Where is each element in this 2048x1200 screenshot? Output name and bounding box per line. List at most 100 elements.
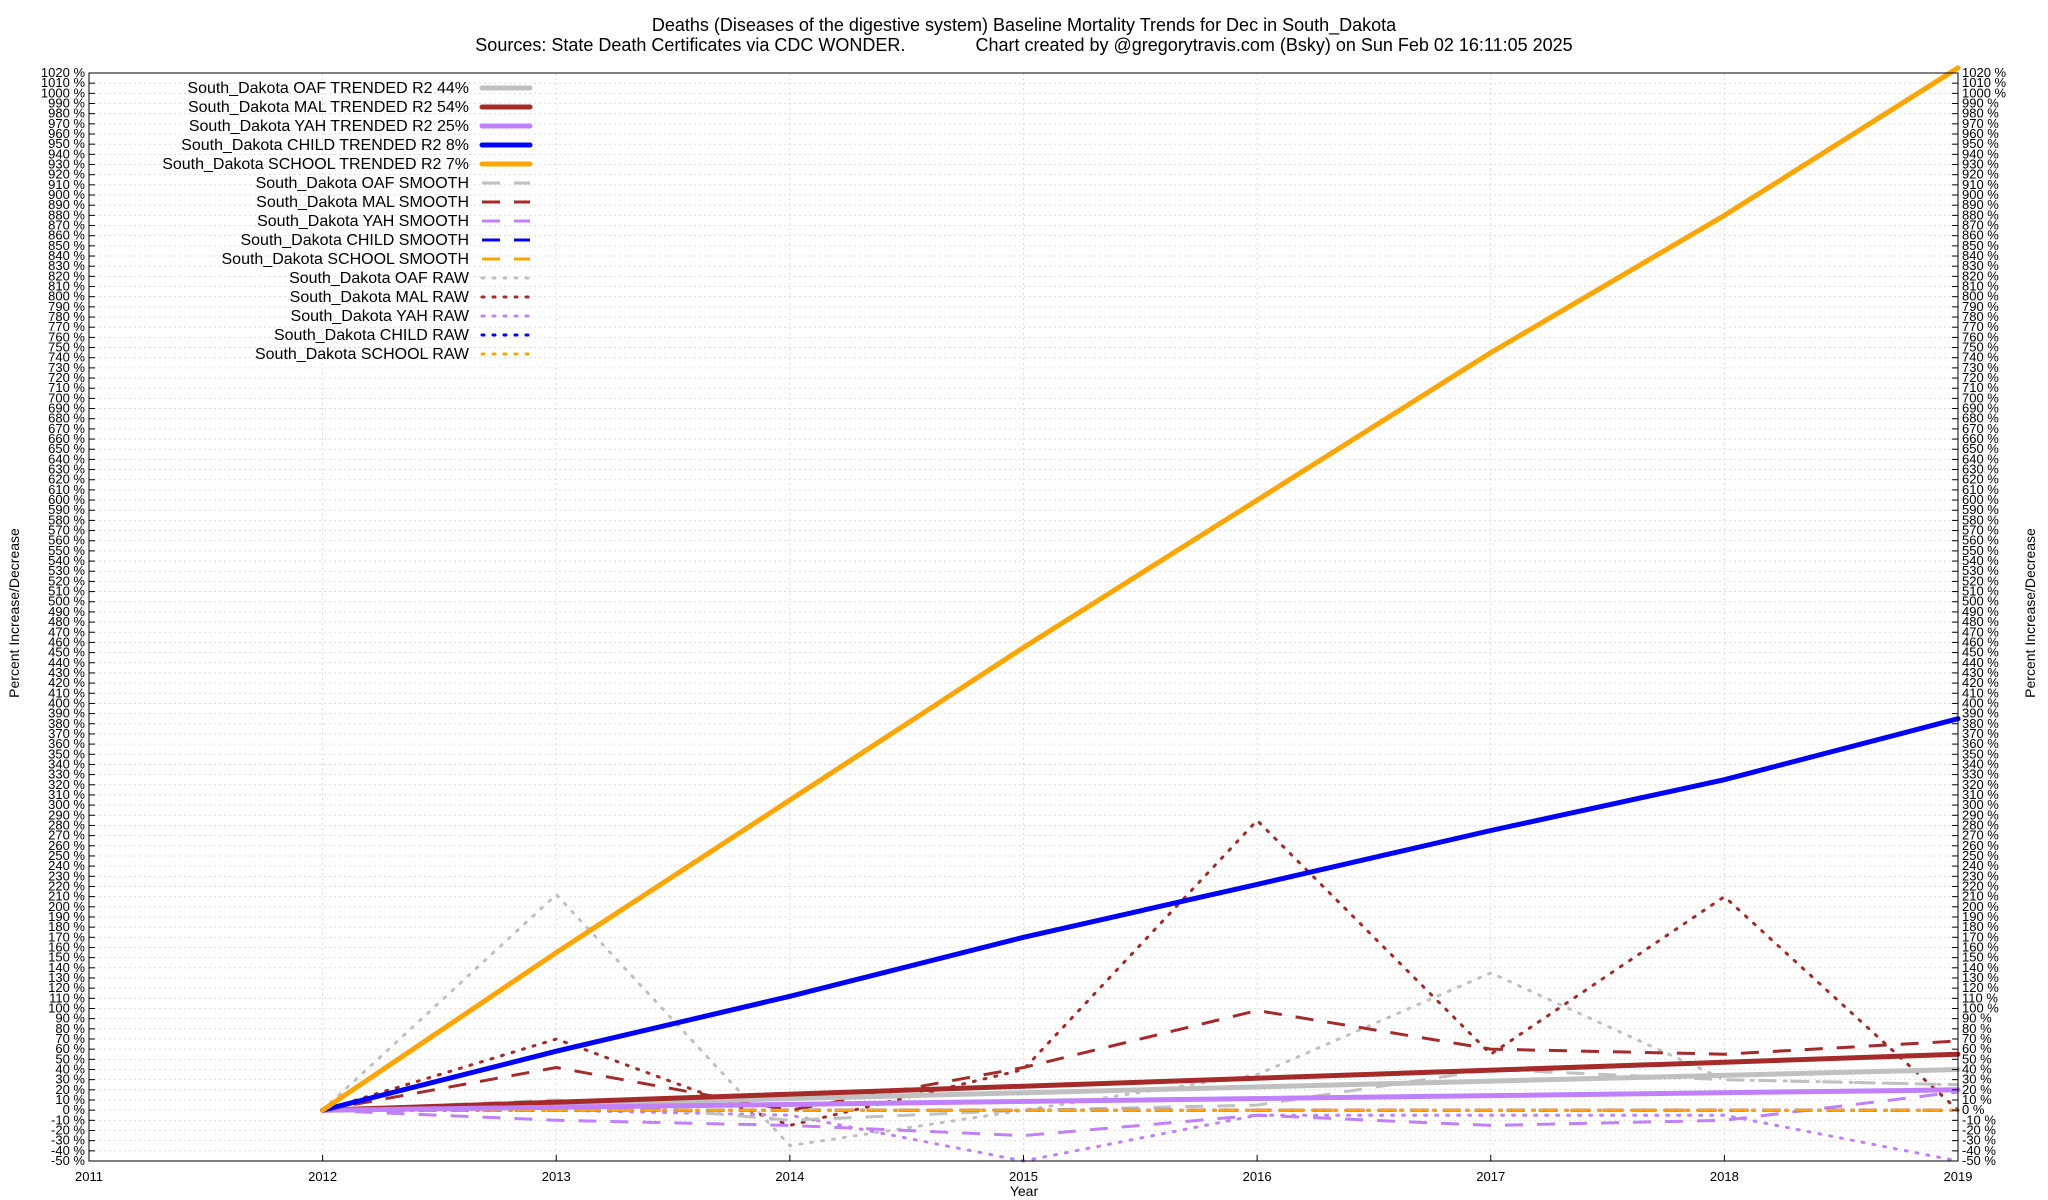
y-tick-label: 800 % bbox=[1962, 289, 1999, 304]
y-tick-label: 290 % bbox=[48, 807, 85, 822]
y-tick-label: 1000 % bbox=[1962, 85, 2007, 100]
y-tick-label: 120 % bbox=[1962, 980, 1999, 995]
y-tick-label: 50 % bbox=[55, 1051, 85, 1066]
y-tick-label: 690 % bbox=[1962, 401, 1999, 416]
x-tick-label: 2014 bbox=[775, 1169, 804, 1184]
y-tick-label: 210 % bbox=[1962, 889, 1999, 904]
y-tick-label: 110 % bbox=[49, 990, 85, 1005]
y-tick-label: 150 % bbox=[48, 950, 85, 965]
y-axis-label-right: Percent Increase/Decrease bbox=[2022, 528, 2038, 698]
y-tick-label: 100 % bbox=[48, 1000, 85, 1015]
y-tick-label: 370 % bbox=[1962, 726, 1999, 741]
y-tick-label: 550 % bbox=[1962, 543, 1999, 558]
y-tick-label: 320 % bbox=[48, 777, 85, 792]
y-tick-label: 220 % bbox=[48, 878, 85, 893]
y-tick-label: 780 % bbox=[1962, 309, 1999, 324]
legend-label: South_Dakota OAF SMOOTH bbox=[256, 175, 469, 192]
y-tick-label: 810 % bbox=[48, 279, 85, 294]
y-tick-label: 920 % bbox=[48, 167, 85, 182]
y-tick-label: 910 % bbox=[48, 177, 85, 192]
y-tick-label: 920 % bbox=[1962, 167, 1999, 182]
y-tick-label: 250 % bbox=[48, 848, 85, 863]
y-tick-label: 570 % bbox=[1962, 523, 1999, 538]
y-tick-label: 980 % bbox=[1962, 106, 1999, 121]
y-tick-label: 430 % bbox=[1962, 665, 1999, 680]
y-tick-label: 340 % bbox=[48, 756, 85, 771]
y-tick-label: 650 % bbox=[48, 441, 85, 456]
y-tick-label: 300 % bbox=[48, 797, 85, 812]
y-tick-label: 620 % bbox=[1962, 472, 1999, 487]
y-tick-label: 590 % bbox=[48, 502, 85, 517]
y-tick-label: 160 % bbox=[1962, 939, 1999, 954]
y-tick-label: 670 % bbox=[1962, 421, 1999, 436]
y-tick-label: 440 % bbox=[1962, 655, 1999, 670]
y-tick-label: 680 % bbox=[1962, 411, 1999, 426]
y-tick-label: 200 % bbox=[1962, 899, 1999, 914]
y-tick-label: 760 % bbox=[1962, 329, 1999, 344]
y-tick-label: 690 % bbox=[48, 401, 85, 416]
legend-label: South_Dakota SCHOOL TRENDED R2 7% bbox=[162, 156, 469, 173]
y-tick-label: 640 % bbox=[48, 451, 85, 466]
y-tick-label: 480 % bbox=[48, 614, 85, 629]
y-tick-label: 1000 % bbox=[41, 85, 86, 100]
series-line-4 bbox=[320, 65, 1961, 1113]
y-tick-label: 1020 % bbox=[41, 65, 86, 80]
y-tick-label: 30 % bbox=[55, 1072, 85, 1087]
y-tick-label: 750 % bbox=[48, 340, 85, 355]
y-tick-label: 730 % bbox=[48, 360, 85, 375]
y-tick-label: 880 % bbox=[48, 207, 85, 222]
y-tick-label: 460 % bbox=[1962, 634, 1999, 649]
y-tick-label: 90 % bbox=[1962, 1011, 1992, 1026]
y-tick-label: 20 % bbox=[55, 1082, 85, 1097]
y-tick-label: 70 % bbox=[55, 1031, 85, 1046]
y-tick-label: 260 % bbox=[1962, 838, 1999, 853]
y-tick-label: 820 % bbox=[48, 268, 85, 283]
y-tick-label: 360 % bbox=[48, 736, 85, 751]
legend-label: South_Dakota YAH TRENDED R2 25% bbox=[189, 118, 469, 135]
y-tick-label: 130 % bbox=[1962, 970, 1999, 985]
y-tick-label: 520 % bbox=[1962, 573, 1999, 588]
y-tick-label: 420 % bbox=[1962, 675, 1999, 690]
y-tick-label: 40 % bbox=[55, 1061, 85, 1076]
x-axis-label: Year bbox=[1010, 1183, 1039, 1199]
y-tick-label: 660 % bbox=[1962, 431, 1999, 446]
y-tick-label: 990 % bbox=[1962, 96, 1999, 111]
y-tick-label: 340 % bbox=[1962, 756, 1999, 771]
y-tick-label: 550 % bbox=[48, 543, 85, 558]
y-tick-label: 790 % bbox=[1962, 299, 1999, 314]
legend-label: South_Dakota MAL SMOOTH bbox=[256, 194, 469, 211]
y-tick-label: 840 % bbox=[1962, 248, 1999, 263]
y-tick-label: 940 % bbox=[1962, 146, 1999, 161]
y-tick-label: 440 % bbox=[48, 655, 85, 670]
legend-label: South_Dakota CHILD TRENDED R2 8% bbox=[181, 137, 469, 154]
y-tick-label: 540 % bbox=[48, 553, 85, 568]
x-tick-label: 2015 bbox=[1009, 1169, 1038, 1184]
y-tick-label: 700 % bbox=[1962, 390, 1999, 405]
x-tick-label: 2013 bbox=[542, 1169, 571, 1184]
y-tick-label: 280 % bbox=[48, 817, 85, 832]
y-tick-label: 560 % bbox=[48, 533, 85, 548]
y-tick-label: 330 % bbox=[48, 767, 85, 782]
y-tick-label: 930 % bbox=[1962, 157, 1999, 172]
y-tick-label: 980 % bbox=[48, 106, 85, 121]
y-tick-label: 530 % bbox=[1962, 563, 1999, 578]
y-tick-label: 1010 % bbox=[41, 75, 86, 90]
y-tick-label: 1020 % bbox=[1962, 65, 2007, 80]
y-tick-label: 710 % bbox=[48, 380, 85, 395]
y-tick-label: 180 % bbox=[1962, 919, 1999, 934]
y-tick-label: 270 % bbox=[48, 828, 85, 843]
y-tick-label: 850 % bbox=[48, 238, 85, 253]
y-tick-label: 300 % bbox=[1962, 797, 1999, 812]
y-tick-label: -50 % bbox=[1962, 1153, 1996, 1168]
y-tick-label: 900 % bbox=[48, 187, 85, 202]
y-tick-label: 900 % bbox=[1962, 187, 1999, 202]
y-tick-label: 240 % bbox=[1962, 858, 1999, 873]
y-tick-label: 630 % bbox=[1962, 462, 1999, 477]
y-tick-label: 760 % bbox=[48, 329, 85, 344]
y-tick-label: 740 % bbox=[48, 350, 85, 365]
y-tick-label: 600 % bbox=[1962, 492, 1999, 507]
x-tick-label: 2017 bbox=[1476, 1169, 1505, 1184]
y-tick-label: 950 % bbox=[1962, 136, 1999, 151]
x-tick-label: 2018 bbox=[1710, 1169, 1739, 1184]
y-tick-label: 190 % bbox=[48, 909, 85, 924]
